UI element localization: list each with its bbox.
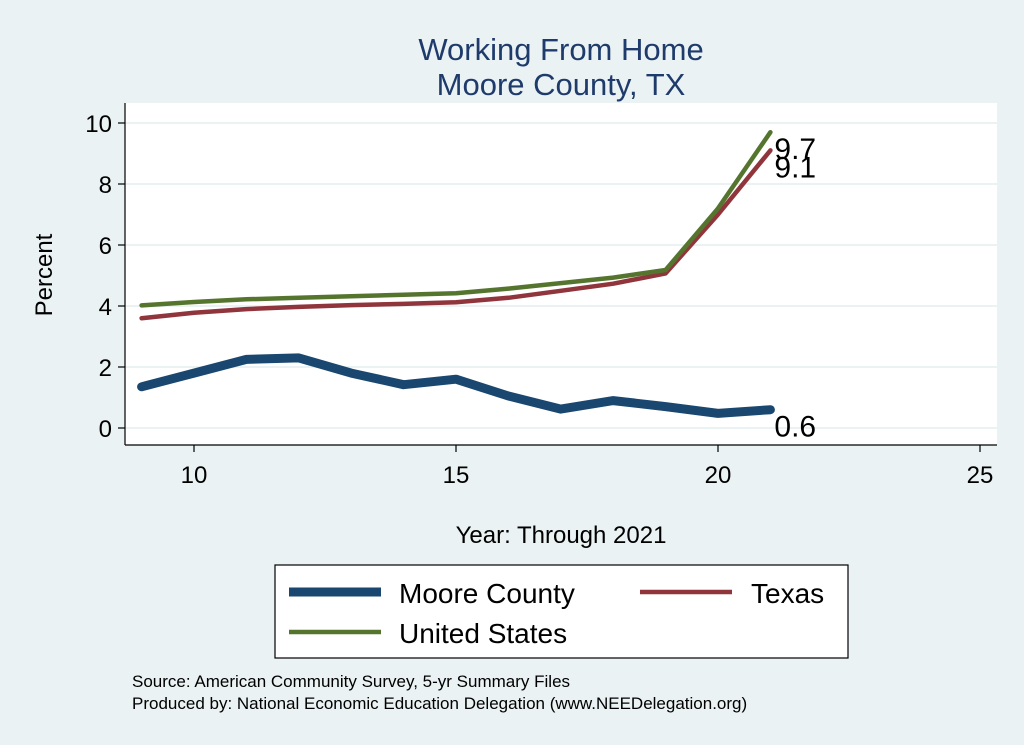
y-tick-label: 10 <box>85 111 112 138</box>
x-tick-label: 25 <box>967 462 994 489</box>
end-label-moore-county: 0.6 <box>774 411 816 444</box>
legend-label-united-states: United States <box>399 618 567 649</box>
x-tick-label: 10 <box>181 462 208 489</box>
legend-box <box>274 564 849 659</box>
y-tick-label: 0 <box>99 416 112 443</box>
series-lines <box>137 129 775 418</box>
series-line-united-states <box>139 129 773 308</box>
chart-subtitle: Moore County, TX <box>437 67 686 102</box>
x-tick-label: 20 <box>705 462 732 489</box>
axes <box>124 103 997 446</box>
chart-title: Working From Home <box>418 32 703 67</box>
producer-note: Produced by: National Economic Education… <box>132 694 747 713</box>
end-label-texas: 9.1 <box>774 151 816 184</box>
end-labels: 0.6 9.19.7 <box>774 133 816 444</box>
legend-items: Moore County Texas United States <box>289 578 824 649</box>
ticks: 0 2 4 6 8 10 10 15 20 25 <box>85 111 993 489</box>
source-note: Source: American Community Survey, 5-yr … <box>132 672 570 691</box>
legend-label-texas: Texas <box>751 578 824 609</box>
series-line-texas <box>139 148 773 321</box>
x-axis-title: Year: Through 2021 <box>456 522 667 549</box>
y-tick-label: 4 <box>99 294 112 321</box>
y-tick-label: 2 <box>99 355 112 382</box>
end-label-united-states: 9.7 <box>774 133 816 166</box>
y-axis-title: Percent <box>31 233 58 316</box>
x-tick-label: 15 <box>443 462 470 489</box>
series-line-moore-county <box>137 353 775 418</box>
plot-area <box>125 103 997 445</box>
y-tick-label: 6 <box>99 233 112 260</box>
y-tick-label: 8 <box>99 172 112 199</box>
legend: Moore County Texas United States <box>274 564 849 659</box>
legend-label-moore-county: Moore County <box>399 578 575 609</box>
